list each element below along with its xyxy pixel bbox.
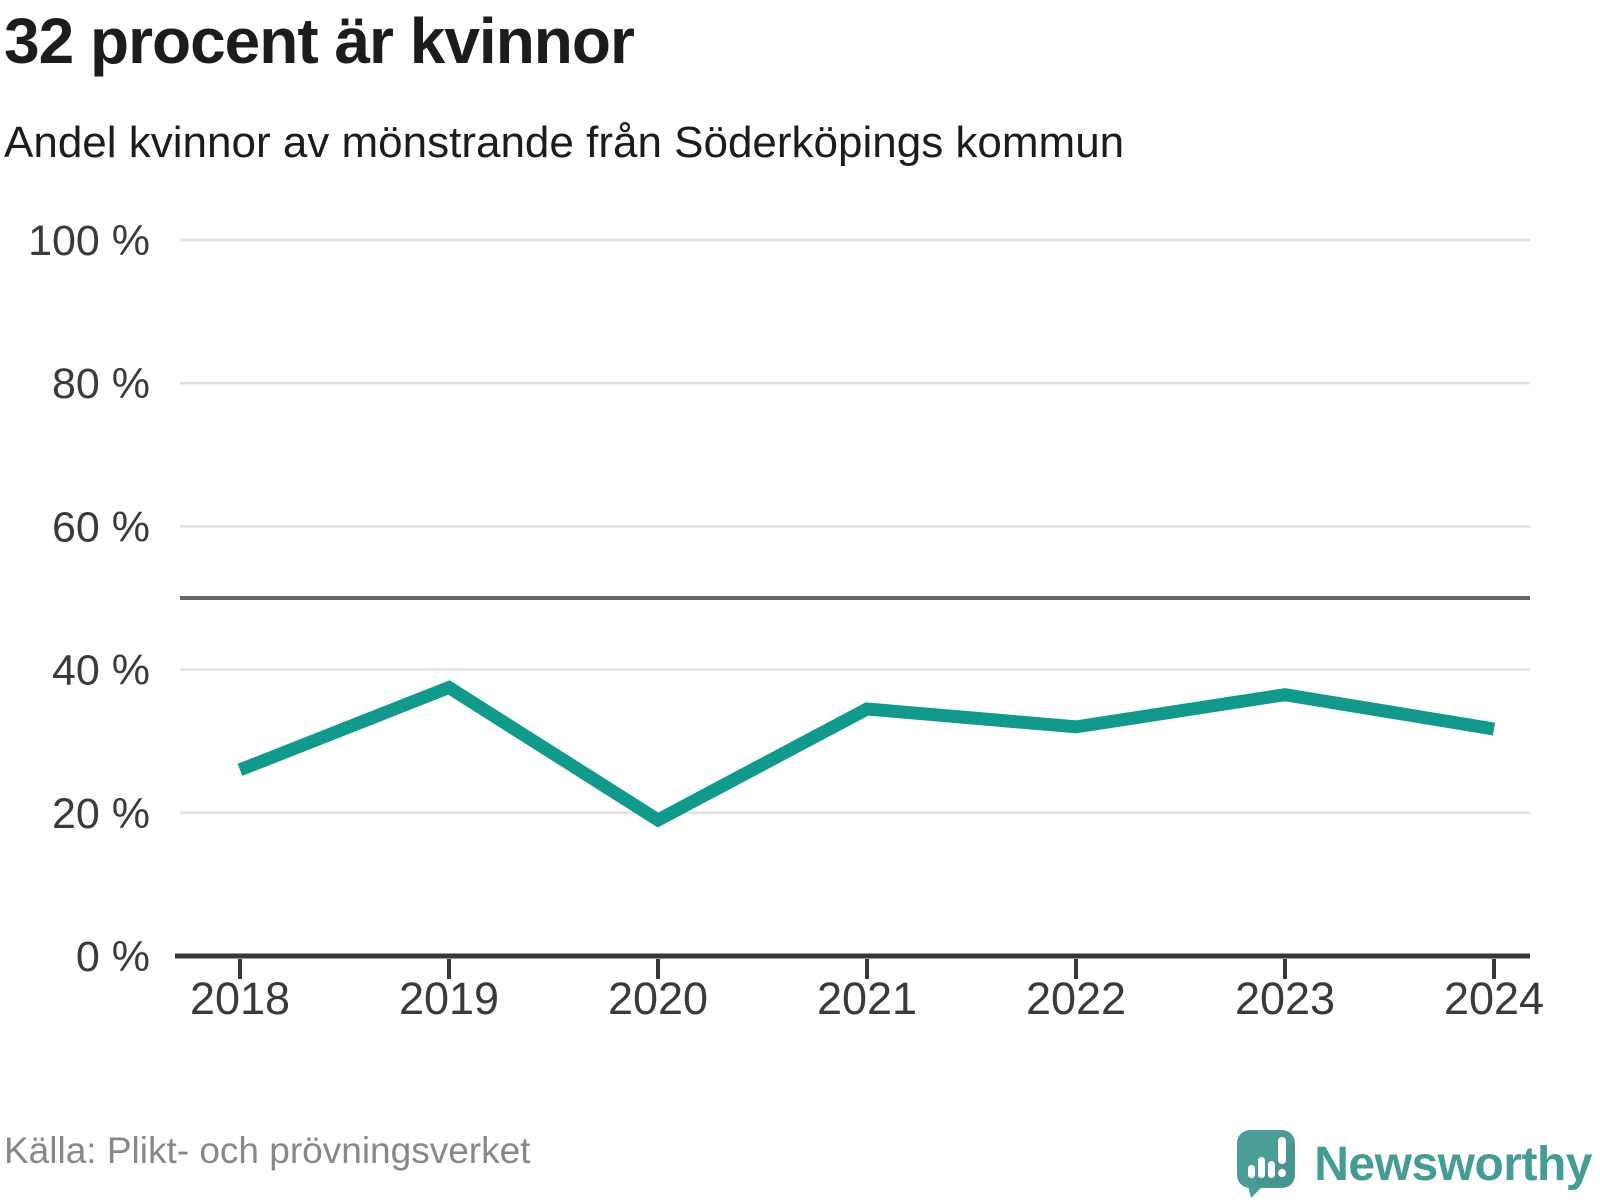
chart-title: 32 procent är kvinnor [4,5,635,77]
newsworthy-wordmark: Newsworthy [1314,1137,1592,1191]
logo-bar-2 [1258,1157,1266,1178]
x-axis-tick-label: 2023 [1235,973,1335,1024]
line-chart: 0 % 20 % 40 % 60 % 80 % 100 % 2018 2019 2020 2021… [28,217,1544,1024]
data-line-andel-kvinnor [237,680,1496,828]
x-axis-tick-label: 2019 [399,973,499,1024]
x-axis-tick-label: 2024 [1444,973,1544,1024]
x-axis-tick-label: 2018 [190,973,290,1024]
y-axis-tick-label: 0 % [76,933,150,981]
x-axis-tick-label: 2020 [608,973,708,1024]
logo-bar-1 [1248,1165,1256,1178]
logo-exclamation-dot [1278,1169,1287,1177]
chart-subtitle: Andel kvinnor av mönstrande från Söderkö… [4,118,1125,167]
logo-bar-3 [1268,1161,1276,1178]
y-axis-tick-label: 80 % [52,360,150,408]
logo-exclamation-bar [1278,1137,1287,1164]
y-axis-tick-label: 100 % [28,217,150,265]
source-note: Källa: Plikt- och prövningsverket [4,1130,531,1171]
y-axis-tick-label: 40 % [52,647,150,695]
newsworthy-logo-icon [1237,1130,1296,1198]
x-axis-tick-label: 2022 [1026,973,1126,1024]
y-axis-tick-label: 60 % [52,503,150,551]
newsworthy-logo[interactable]: Newsworthy [1237,1130,1592,1198]
x-axis-tick-label: 2021 [817,973,917,1024]
y-axis-tick-label: 20 % [52,790,150,838]
